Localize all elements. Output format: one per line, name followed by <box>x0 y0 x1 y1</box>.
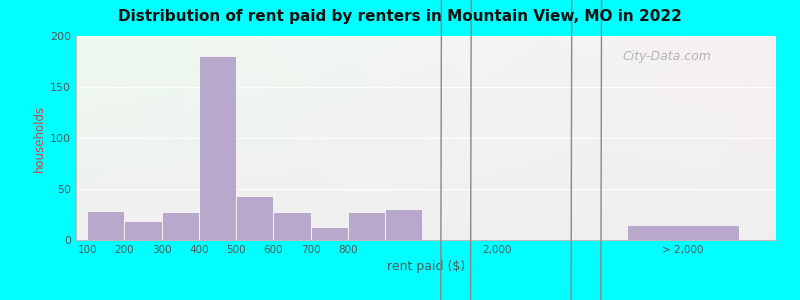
Bar <box>162 212 199 240</box>
Bar <box>310 227 348 240</box>
Bar <box>348 212 385 240</box>
Bar <box>627 225 738 240</box>
Bar <box>236 196 274 240</box>
Text: Distribution of rent paid by renters in Mountain View, MO in 2022: Distribution of rent paid by renters in … <box>118 9 682 24</box>
Bar <box>87 212 125 240</box>
Bar <box>125 220 162 240</box>
Y-axis label: households: households <box>33 104 46 172</box>
Bar <box>385 209 422 240</box>
Bar <box>199 56 236 240</box>
Text: City-Data.com: City-Data.com <box>622 50 711 63</box>
X-axis label: rent paid ($): rent paid ($) <box>387 260 465 273</box>
Bar <box>274 212 310 240</box>
